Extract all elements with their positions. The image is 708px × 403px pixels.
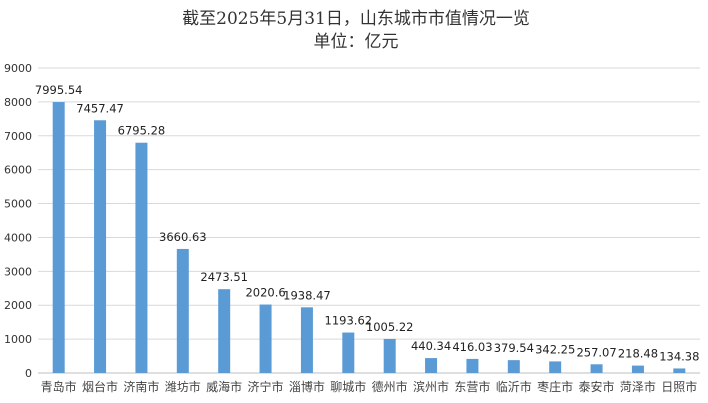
bar xyxy=(383,338,396,373)
bar xyxy=(94,120,107,373)
bar xyxy=(52,102,65,373)
data-label: 1005.22 xyxy=(366,320,414,334)
y-axis: 0 1000 2000 3000 4000 5000 6000 7000 8000 9000 xyxy=(4,62,700,380)
y-tick-label: 0 xyxy=(25,367,32,380)
data-label: 257.07 xyxy=(576,345,616,359)
x-tick-label: 淄博市 xyxy=(289,379,325,394)
y-tick-label: 2000 xyxy=(4,299,32,312)
data-label: 379.54 xyxy=(494,341,534,355)
data-label: 7995.54 xyxy=(35,83,83,97)
data-label: 1193.62 xyxy=(325,314,373,328)
gridlines xyxy=(38,67,700,340)
bars xyxy=(52,102,686,373)
bar xyxy=(590,364,603,373)
bar xyxy=(466,358,479,373)
bar xyxy=(549,361,562,373)
y-tick-label: 4000 xyxy=(4,231,32,244)
x-tick-label: 济南市 xyxy=(123,379,159,394)
data-label: 2473.51 xyxy=(200,270,248,284)
bar xyxy=(631,365,644,373)
x-tick-label: 聊城市 xyxy=(330,379,366,394)
x-tick-label: 泰安市 xyxy=(579,379,615,394)
x-tick-label: 青岛市 xyxy=(41,379,77,394)
bar xyxy=(135,142,148,373)
x-axis: 青岛市 烟台市 济南市 潍坊市 威海市 济宁市 淄博市 聊城市 德州市 滨州市 东营市 临沂市 枣庄市泰… xyxy=(41,379,698,394)
x-tick-label: 滨州市 xyxy=(413,379,449,394)
y-tick-label: 1000 xyxy=(4,333,32,346)
data-label: 440.34 xyxy=(411,339,451,353)
data-label: 1938.47 xyxy=(283,288,331,302)
data-label: 342.25 xyxy=(535,342,575,356)
chart-subtitle: 单位：亿元 xyxy=(314,32,399,52)
x-tick-label: 威海市 xyxy=(206,379,242,394)
x-tick-label: 临沂市 xyxy=(496,379,532,394)
x-tick-label: 菏泽市 xyxy=(620,379,656,394)
x-tick-label: 济宁市 xyxy=(248,379,284,394)
bar xyxy=(507,360,520,373)
data-labels: 7995.54 7457.47 6795.28 3660.63 2473.51 2020.… xyxy=(35,83,700,363)
x-tick-label: 潍坊市 xyxy=(165,379,201,394)
bar xyxy=(425,358,438,373)
bar xyxy=(673,368,686,373)
bar xyxy=(259,304,272,373)
x-tick-label: 枣庄市 xyxy=(537,379,573,394)
y-tick-label: 5000 xyxy=(4,198,32,211)
x-tick-label: 日照市 xyxy=(661,379,697,394)
data-label: 134.38 xyxy=(659,349,699,363)
x-tick-label: 烟台市 xyxy=(82,379,118,394)
y-tick-label: 3000 xyxy=(4,265,32,278)
bar xyxy=(342,332,355,373)
data-label: 6795.28 xyxy=(118,124,166,138)
bar xyxy=(176,248,189,373)
x-tick-label: 东营市 xyxy=(454,379,490,394)
data-label: 7457.47 xyxy=(76,101,124,115)
data-label: 2020.6 xyxy=(245,286,285,300)
y-tick-label: 9000 xyxy=(4,62,32,75)
y-tick-label: 6000 xyxy=(4,164,32,177)
x-tick-label: 德州市 xyxy=(372,379,408,394)
data-label: 218.48 xyxy=(618,347,658,361)
bar xyxy=(300,307,313,373)
bar xyxy=(218,289,231,373)
chart-title: 截至2025年5月31日，山东城市市值情况一览 xyxy=(182,9,530,29)
y-tick-label: 8000 xyxy=(4,96,32,109)
data-label: 416.03 xyxy=(452,340,492,354)
data-label: 3660.63 xyxy=(159,230,207,244)
y-tick-label: 7000 xyxy=(4,130,32,143)
